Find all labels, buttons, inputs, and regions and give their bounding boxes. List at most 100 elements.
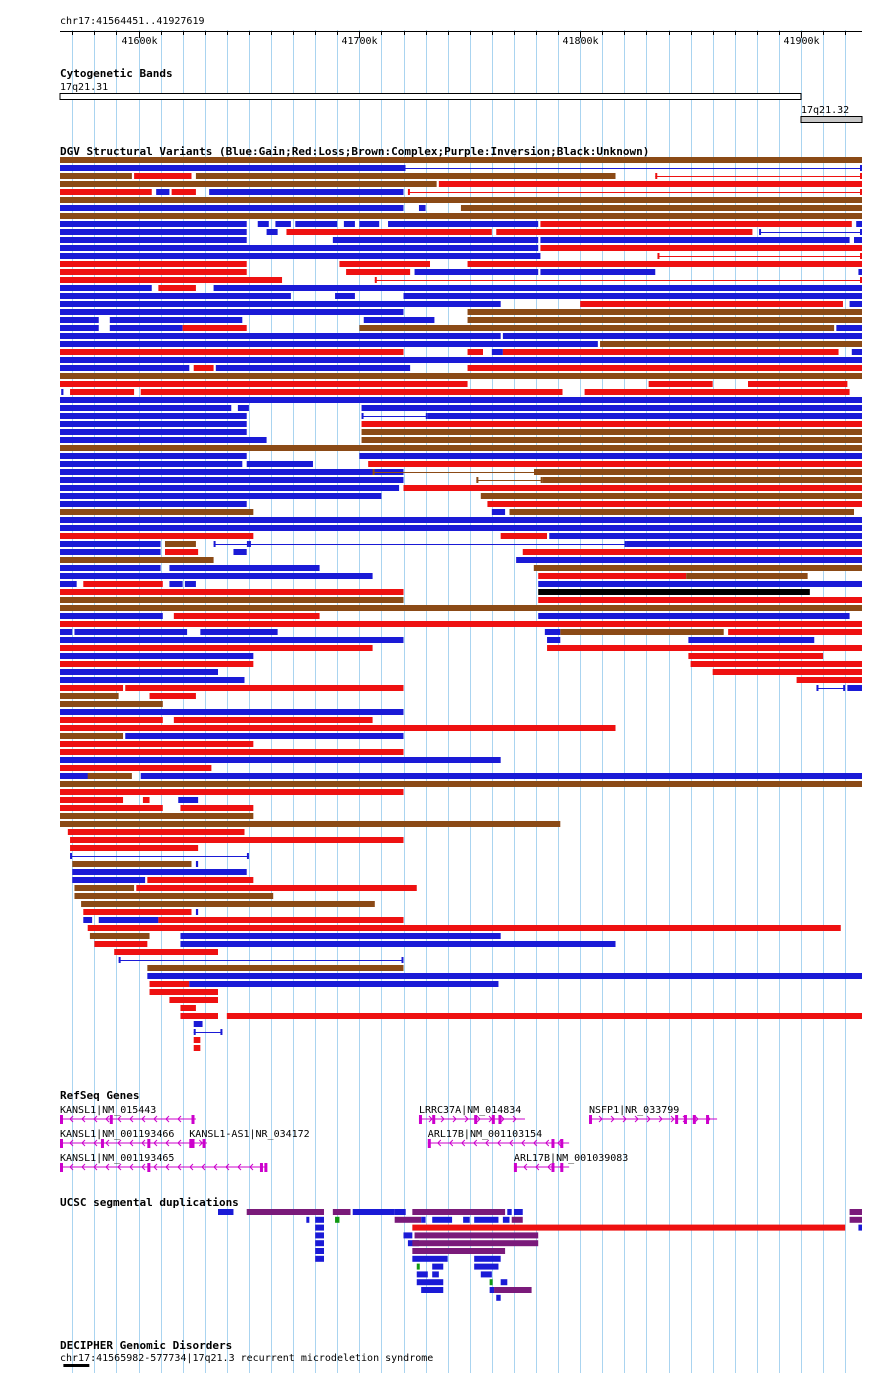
dgv-variant-gain[interactable] (60, 629, 73, 635)
dgv-variant-gain[interactable] (61, 389, 64, 395)
segmental-duplications-track[interactable] (218, 1209, 862, 1301)
dgv-variant-loss[interactable] (60, 589, 404, 595)
segdup-block-blue[interactable] (502, 1216, 510, 1223)
dgv-variant-complex[interactable] (600, 341, 862, 347)
gene-exon[interactable] (60, 1115, 63, 1124)
dgv-variant-gain[interactable] (60, 581, 77, 587)
dgv-variant-complex[interactable] (60, 173, 132, 179)
dgv-variant-gain[interactable] (184, 581, 196, 587)
dgv-variant-complex[interactable] (195, 173, 616, 179)
segdup-block-blue[interactable] (463, 1216, 470, 1223)
dgv-variant-gain[interactable] (209, 189, 404, 195)
dgv-variant-gain[interactable] (540, 269, 656, 275)
dgv-variant-gain[interactable] (856, 221, 862, 227)
gene-exon[interactable] (264, 1163, 268, 1172)
dgv-variant-gain[interactable] (60, 477, 404, 483)
dgv-variant-loss[interactable] (180, 805, 254, 811)
dgv-variant-loss[interactable] (165, 549, 199, 555)
dgv-variant-loss[interactable] (158, 917, 404, 923)
dgv-variant-complex[interactable] (533, 565, 862, 571)
dgv-variant-loss[interactable] (87, 925, 841, 931)
dgv-variant-gain[interactable] (72, 869, 247, 875)
dgv-variant-gain[interactable] (180, 933, 501, 939)
dgv-variant-loss[interactable] (60, 741, 254, 747)
dgv-variant-gain[interactable] (516, 557, 862, 563)
dgv-variant-loss[interactable] (149, 989, 219, 995)
dgv-variant-complex[interactable] (536, 469, 862, 475)
dgv-variant-loss[interactable] (748, 381, 848, 387)
dgv-variant-loss[interactable] (538, 597, 862, 603)
dgv-variant-gain[interactable] (60, 421, 247, 427)
dgv-variant-gain[interactable] (193, 1021, 203, 1027)
dgv-variant-gain[interactable] (60, 469, 404, 475)
dgv-variant-gain[interactable] (213, 285, 862, 291)
gene-exon[interactable] (675, 1115, 679, 1124)
dgv-variant-loss[interactable] (60, 685, 124, 691)
dgv-variant-loss[interactable] (346, 269, 411, 275)
dgv-variant-complex[interactable] (560, 629, 724, 635)
base-position-ruler[interactable]: 41600k 41700k 41800k 41900k (60, 31, 862, 47)
dgv-variant-loss[interactable] (182, 325, 247, 331)
dgv-variant-gain[interactable] (295, 221, 338, 227)
dgv-variant-complex[interactable] (460, 205, 862, 211)
dgv-variant-unknown[interactable] (538, 589, 810, 595)
gene-exon[interactable] (100, 1139, 104, 1148)
dgv-variant-loss[interactable] (712, 669, 862, 675)
dgv-variant-complex[interactable] (60, 693, 119, 699)
segdup-block-purple[interactable] (412, 1240, 539, 1247)
dgv-variant-loss[interactable] (140, 389, 563, 395)
dgv-variant-complex[interactable] (542, 477, 862, 483)
segdup-block-purple[interactable] (412, 1209, 506, 1215)
dgv-variant-loss[interactable] (538, 573, 687, 579)
dgv-variant-gain[interactable] (60, 221, 247, 227)
dgv-variant-gain[interactable] (147, 973, 862, 979)
dgv-variant-complex[interactable] (361, 429, 862, 435)
dgv-variant-gain[interactable] (178, 797, 199, 803)
dgv-variant-loss[interactable] (70, 389, 135, 395)
dgv-variant-loss[interactable] (60, 277, 283, 283)
dgv-variant-gain[interactable] (60, 245, 539, 251)
dgv-variant-loss[interactable] (193, 1045, 201, 1051)
dgv-variant-loss[interactable] (70, 845, 199, 851)
dgv-variant-loss[interactable] (173, 717, 373, 723)
dgv-variant-gain[interactable] (60, 365, 190, 371)
dgv-variant-gain[interactable] (109, 325, 183, 331)
dgv-variant-gain[interactable] (60, 229, 247, 235)
gene-exon[interactable] (474, 1115, 478, 1124)
dgv-variant-loss[interactable] (60, 749, 404, 755)
gene-label[interactable]: KANSL1|NM_015443 (60, 1105, 156, 1116)
segdup-block-purple[interactable] (246, 1209, 325, 1215)
dgv-variant-gain[interactable] (60, 709, 404, 715)
dgv-variant-gain[interactable] (257, 221, 269, 227)
dgv-variant-gain[interactable] (60, 357, 862, 363)
segdup-block-green[interactable] (489, 1279, 493, 1286)
gene-exon[interactable] (189, 1139, 193, 1148)
dgv-variant-loss[interactable] (547, 645, 862, 651)
dgv-variant-gain[interactable] (491, 349, 503, 355)
segdup-block-blue[interactable] (500, 1279, 508, 1286)
dgv-variant-gain[interactable] (60, 613, 163, 619)
dgv-variant-gain[interactable] (200, 629, 278, 635)
dgv-variant-gain[interactable] (195, 909, 199, 915)
dgv-variant-gain[interactable] (246, 461, 313, 467)
dgv-variant-gain[interactable] (60, 549, 161, 555)
segdup-block-blue[interactable] (306, 1216, 310, 1223)
dgv-variant-complex[interactable] (60, 197, 862, 203)
dgv-variant-gain[interactable] (60, 333, 501, 339)
gene-exon[interactable] (427, 1139, 431, 1148)
gene-label[interactable]: NSFP1|NR_033799 (589, 1105, 679, 1116)
dgv-variant-loss[interactable] (171, 189, 196, 195)
segdup-block-blue[interactable] (421, 1216, 426, 1223)
dgv-variant-gain[interactable] (60, 461, 243, 467)
dgv-variant-loss[interactable] (580, 301, 843, 307)
segdup-block-purple[interactable] (494, 1287, 532, 1293)
dgv-variant-gain[interactable] (140, 773, 863, 779)
segdup-block-blue[interactable] (507, 1209, 512, 1215)
dgv-variant-gain[interactable] (109, 317, 243, 323)
dgv-variant-complex[interactable] (60, 813, 254, 819)
dgv-variant-loss[interactable] (60, 189, 152, 195)
gene-exon[interactable] (560, 1163, 564, 1172)
dgv-variant-loss[interactable] (500, 533, 548, 539)
dgv-variant-gain[interactable] (60, 205, 404, 211)
dgv-variant-complex[interactable] (81, 901, 375, 907)
